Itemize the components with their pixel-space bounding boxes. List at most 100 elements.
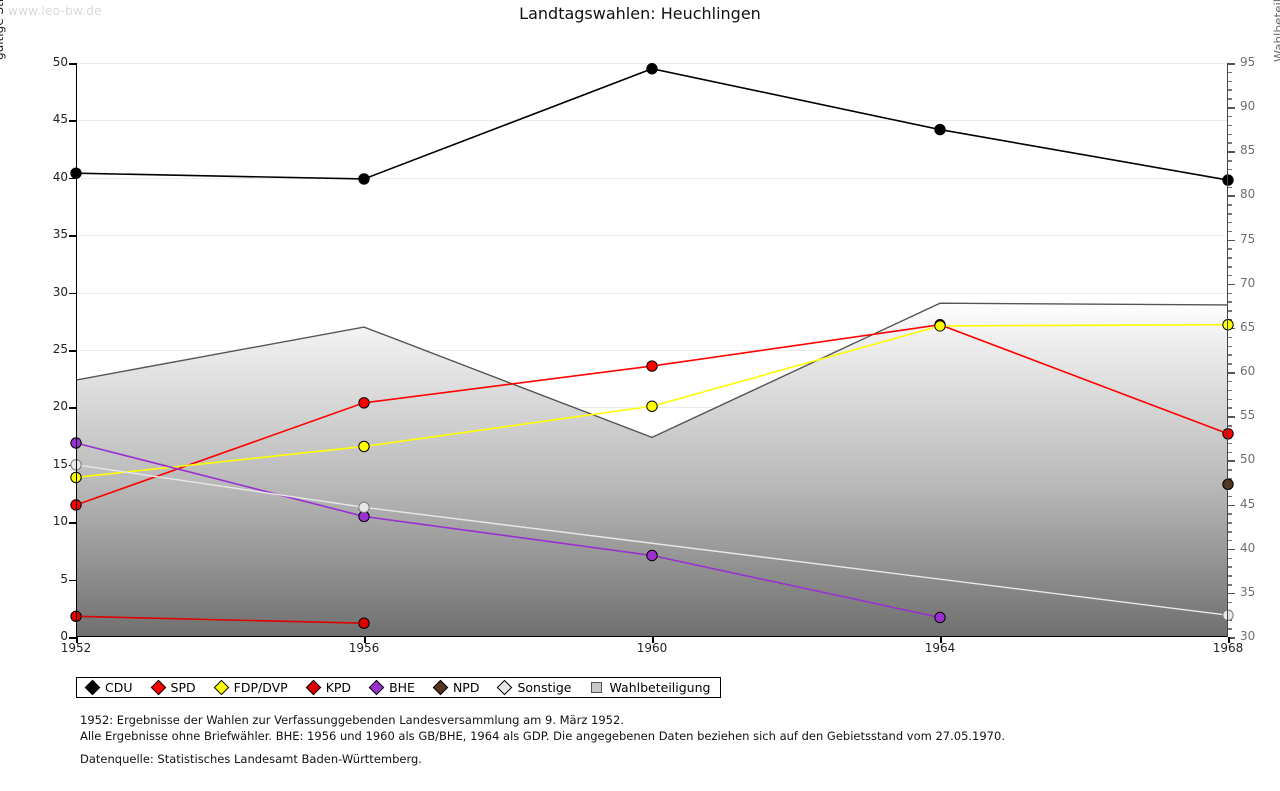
left-axis-tick-label: 45 [52, 112, 68, 127]
point-fdp-dvp [1222, 319, 1234, 331]
site-watermark: www.leo-bw.de [8, 4, 102, 18]
right-axis-tick-label: 70 [1240, 275, 1256, 290]
right-axis-tickmark [1228, 63, 1235, 65]
right-axis-minor-tickmark [1228, 451, 1232, 454]
right-axis-minor-tickmark [1228, 345, 1232, 348]
left-axis-tickmark [69, 292, 76, 295]
right-axis-minor-tickmark [1228, 557, 1232, 560]
line-kpd [75, 615, 365, 625]
legend-item-bhe[interactable]: BHE [368, 679, 415, 696]
point-spd [358, 397, 370, 409]
right-axis-minor-tickmark [1228, 575, 1232, 577]
point-kpd [358, 617, 370, 629]
right-axis-minor-tickmark [1228, 310, 1232, 312]
left-axis-tickmark [69, 235, 76, 237]
right-axis-tick-label: 60 [1240, 364, 1256, 379]
right-axis-minor-tickmark [1228, 257, 1232, 259]
left-axis-tickmark [69, 63, 76, 65]
gridline [76, 235, 1228, 237]
left-axis-tick-label: 40 [52, 169, 68, 184]
legend-label: Wahlbeteiligung [609, 680, 711, 695]
npd-marker-icon [432, 679, 449, 696]
point-spd [70, 499, 82, 511]
x-axis-tick-label: 1952 [60, 641, 92, 655]
right-axis-tick-label: 50 [1240, 452, 1256, 467]
legend-item-spd[interactable]: SPD [150, 679, 196, 696]
point-sonstige [70, 459, 82, 471]
right-axis-tickmark [1228, 283, 1235, 286]
right-axis-spine [1227, 63, 1228, 637]
right-axis-tickmark [1228, 637, 1235, 639]
gridline [76, 350, 1228, 351]
right-axis-tick-label: 45 [1240, 496, 1256, 511]
right-axis-minor-tickmark [1228, 301, 1232, 303]
point-sonstige [1222, 609, 1234, 621]
right-axis-minor-tickmark [1228, 539, 1232, 542]
point-bhe [934, 611, 946, 624]
right-axis-tick-label: 65 [1240, 319, 1256, 334]
right-axis-tick-label: 35 [1240, 584, 1256, 599]
left-axis-tickmark [69, 407, 76, 409]
point-bhe [646, 549, 658, 562]
x-axis-tickmark [76, 637, 78, 643]
legend-item-cdu[interactable]: CDU [84, 679, 133, 696]
right-axis-minor-tickmark [1228, 71, 1232, 74]
right-axis-minor-tickmark [1228, 389, 1232, 392]
left-axis-tick-label: 20 [52, 399, 68, 414]
left-axis-tick-label: 0 [60, 629, 68, 643]
right-axis-minor-tickmark [1228, 522, 1232, 524]
left-axis-label: gültige Stimmen in % [0, 0, 6, 60]
left-axis-tick-label: 5 [60, 571, 68, 586]
right-axis-minor-tickmark [1228, 230, 1232, 233]
left-axis-tickmark [69, 177, 76, 180]
line-cdu [75, 67, 1229, 181]
legend-item-kpd[interactable]: KPD [305, 679, 352, 696]
left-axis-tick-label: 30 [52, 284, 68, 299]
right-axis-minor-tickmark [1228, 221, 1232, 224]
legend-item-sonstige[interactable]: Sonstige [497, 679, 572, 696]
right-axis-minor-tickmark [1228, 531, 1232, 533]
point-fdp-dvp [646, 400, 658, 412]
wahlbeteiligung-fill [76, 303, 1228, 637]
left-axis-tickmark [69, 120, 76, 122]
right-axis-minor-tickmark [1228, 204, 1232, 206]
right-axis-minor-tickmark [1228, 425, 1232, 427]
point-cdu [70, 167, 82, 179]
legend-item-fdp-dvp[interactable]: FDP/DVP [213, 679, 288, 696]
point-sonstige [358, 501, 370, 513]
cdu-marker-icon [84, 679, 101, 696]
plot-area [70, 63, 1234, 637]
left-axis-tickmark [69, 579, 76, 582]
right-axis-minor-tickmark [1228, 89, 1232, 91]
right-axis-minor-tickmark [1228, 98, 1232, 100]
spd-marker-icon [150, 679, 166, 696]
legend-label: NPD [452, 680, 480, 695]
right-axis-minor-tickmark [1228, 442, 1232, 445]
footnote-1: 1952: Ergebnisse der Wahlen zur Verfassu… [80, 713, 624, 727]
right-axis-minor-tickmark [1228, 495, 1232, 498]
left-axis-tickmark [69, 350, 76, 352]
footnote-2: Alle Ergebnisse ohne Briefwähler. BHE: 1… [80, 729, 1005, 743]
x-axis-tickmark [364, 637, 366, 643]
legend-item-wahlbeteiligung[interactable]: Wahlbeteiligung [591, 680, 710, 695]
gridline [76, 120, 1228, 122]
right-axis-minor-tickmark [1228, 80, 1232, 83]
point-cdu [934, 123, 946, 136]
left-axis-tick-label: 10 [52, 514, 68, 529]
legend-label: BHE [389, 680, 415, 695]
right-axis-tick-label: 30 [1240, 629, 1256, 643]
legend-item-npd[interactable]: NPD [432, 679, 480, 696]
series-points [70, 63, 1234, 629]
x-axis-tick-label: 1964 [924, 641, 956, 655]
right-axis-minor-tickmark [1228, 160, 1232, 162]
right-axis-minor-tickmark [1228, 628, 1232, 630]
right-axis-tickmark [1228, 239, 1235, 242]
x-axis-tick-label: 1960 [636, 641, 668, 655]
left-axis-tick-label: 50 [52, 55, 68, 69]
right-axis-minor-tickmark [1228, 274, 1232, 277]
right-axis-tickmark [1228, 372, 1235, 374]
left-axis-tick-label: 15 [52, 456, 68, 471]
legend-label: Sonstige [517, 680, 572, 695]
legend-label: KPD [325, 680, 352, 695]
legend-label: SPD [170, 680, 196, 695]
